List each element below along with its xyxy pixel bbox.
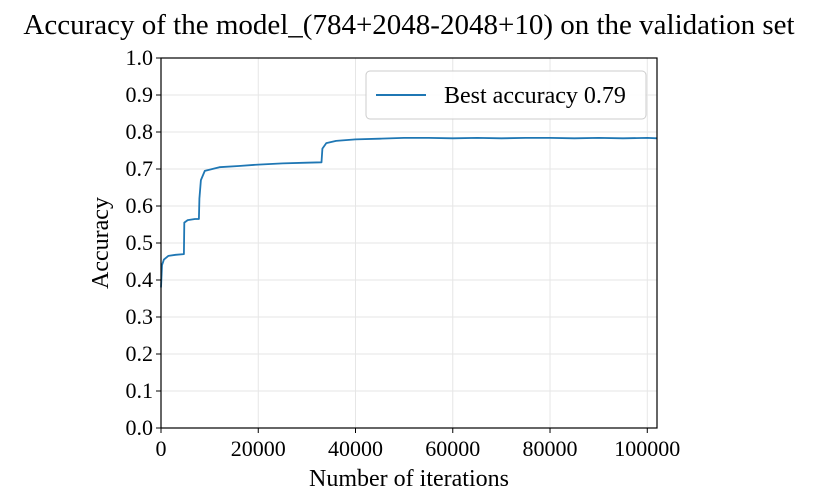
y-tick-label: 0.3 <box>126 304 154 329</box>
x-axis-label: Number of iterations <box>309 466 509 492</box>
y-tick-label: 0.7 <box>126 156 154 181</box>
y-tick-label: 0.0 <box>126 415 154 440</box>
y-tick-label: 0.1 <box>126 378 154 403</box>
y-tick-label: 0.9 <box>126 82 154 107</box>
y-tick-label: 0.5 <box>126 230 154 255</box>
x-tick-label: 20000 <box>231 436 286 461</box>
axis-ticks: 0.0 0.1 0.2 0.3 0.4 0.5 0.6 0.7 0.8 0.9 1.0 0 20000 4… <box>126 45 681 461</box>
y-axis-label: Accuracy <box>88 197 114 289</box>
y-tick-label: 0.6 <box>126 193 154 218</box>
x-tick-label: 80000 <box>523 436 578 461</box>
x-tick-label: 60000 <box>425 436 480 461</box>
y-tick-label: 1.0 <box>126 45 154 70</box>
legend-entry-label: Best accuracy 0.79 <box>444 83 626 109</box>
x-tick-label: 100000 <box>614 436 680 461</box>
chart-title: Accuracy of the model_(784+2048-2048+10)… <box>23 9 794 41</box>
series-layer <box>160 136 658 288</box>
x-tick-label: 0 <box>156 436 167 461</box>
series-line <box>160 136 658 288</box>
y-tick-label: 0.4 <box>126 267 154 292</box>
legend-box <box>365 70 647 120</box>
legend: Best accuracy 0.79 <box>365 70 647 120</box>
y-tick-label: 0.8 <box>126 119 154 144</box>
y-tick-label: 0.2 <box>126 341 154 366</box>
x-tick-label: 40000 <box>328 436 383 461</box>
